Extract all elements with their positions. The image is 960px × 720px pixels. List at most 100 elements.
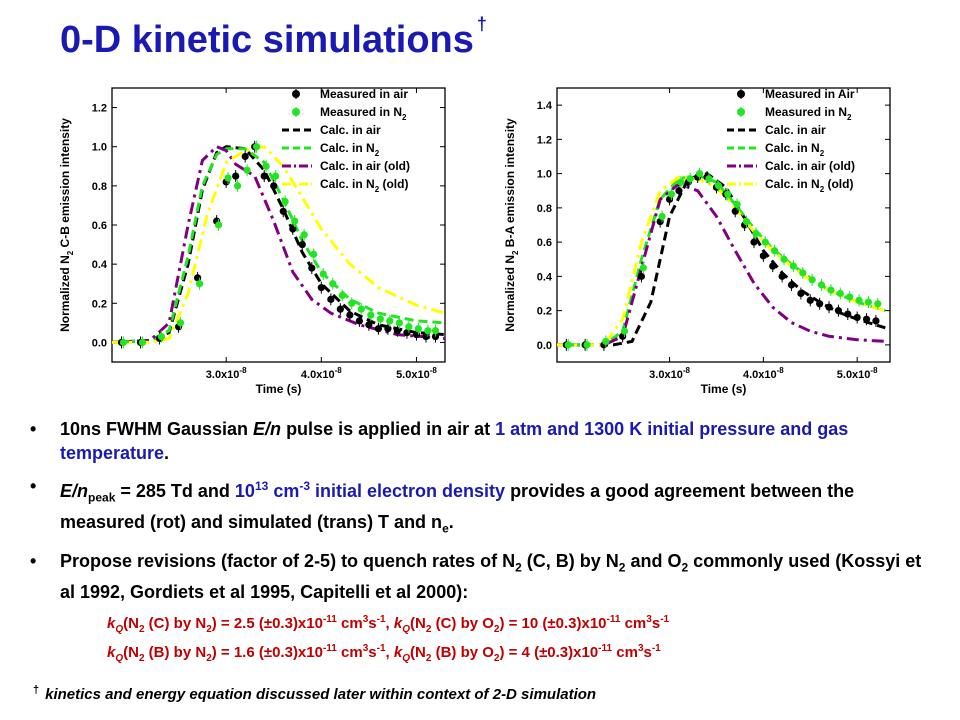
formula-c-state: kQ(N2 (C) by N2) = 2.5 (±0.3)x10-11 cm3s… xyxy=(107,614,669,635)
formula-sup: -1 xyxy=(651,643,661,654)
data-point xyxy=(336,305,344,313)
data-point xyxy=(872,317,880,325)
x-tick-label: 3.0x10-8 xyxy=(206,366,247,381)
legend-label: Measured in N2 xyxy=(765,105,852,122)
highlight-text: 10 xyxy=(234,481,255,501)
legend-label: Calc. in N2 xyxy=(765,141,825,158)
data-point xyxy=(836,289,844,298)
legend-label: Calc. in air (old) xyxy=(765,159,855,173)
formula-text: s xyxy=(368,644,377,661)
data-point xyxy=(386,317,394,325)
data-point xyxy=(405,323,413,331)
formula-text: (B) by O xyxy=(431,644,494,661)
data-point xyxy=(855,296,863,304)
data-point xyxy=(787,281,796,289)
bullet-text: provides a good agreement between the me… xyxy=(60,481,855,532)
bullet-subscript: 2 xyxy=(681,560,689,575)
formula-text: ) = 1.6 (±0.3)x10 xyxy=(211,644,323,661)
y-tick-label: 0.2 xyxy=(92,298,107,310)
legend-label: Calc. in air (old) xyxy=(320,159,410,173)
data-point xyxy=(233,182,242,190)
formula-sub: 2 xyxy=(493,653,500,664)
data-point xyxy=(338,291,346,300)
x-tick-label: 3.0x10-8 xyxy=(649,366,690,381)
footnote-text: kinetics and energy equation discussed l… xyxy=(45,686,597,703)
formula-text: s xyxy=(651,615,661,632)
slide-title: 0-D kinetic simulations † xyxy=(60,14,487,62)
bullet-density: • E/npeak = 285 Td and 1013 cm-3 initial… xyxy=(30,474,935,540)
data-point xyxy=(827,286,835,294)
data-point xyxy=(817,281,826,289)
x-tick-label: 5.0x10-8 xyxy=(396,366,437,381)
data-point xyxy=(752,229,760,238)
legend-marker xyxy=(292,108,300,116)
chart-svg: 0.0 0.2 0.4 0.6 0.8 1.0 1.2 1.4 3.0x10-8 4.0x10-8… xyxy=(503,87,891,396)
data-point xyxy=(874,300,882,308)
data-point xyxy=(862,315,871,323)
legend-label: Calc. in N2 (old) xyxy=(765,177,853,194)
formula-text: , xyxy=(385,615,394,632)
bullet-highlight: 1013 cm-3 initial electron density xyxy=(234,479,506,501)
data-point xyxy=(317,284,325,292)
bullet-subscript: 2 xyxy=(618,560,626,575)
bullet-text: (C, B) by N xyxy=(521,551,619,572)
formula-text: , xyxy=(385,644,394,661)
data-point xyxy=(384,325,392,333)
formula-sup: -11 xyxy=(606,614,621,625)
formula-b-state: kQ(N2 (B) by N2) = 1.6 (±0.3)x10-11 cm3s… xyxy=(107,643,661,664)
x-axis-label: Time (s) xyxy=(701,382,747,396)
data-point xyxy=(329,280,337,288)
y-tick-label: 0.8 xyxy=(92,181,107,193)
bullet-dot: • xyxy=(30,551,37,572)
data-point xyxy=(806,296,814,304)
bullet-text: . xyxy=(448,511,454,532)
formula-sup: -1 xyxy=(376,643,386,654)
plot-area xyxy=(112,140,445,349)
formula-sub: 2 xyxy=(425,653,432,664)
x-tick-label: 5.0x10-8 xyxy=(837,366,878,381)
y-tick-label: 1.2 xyxy=(92,103,107,115)
data-point xyxy=(157,332,166,341)
data-point xyxy=(431,327,440,335)
data-point xyxy=(232,172,240,180)
data-point xyxy=(270,182,278,190)
formula-sub: Q xyxy=(402,624,411,635)
formula-sup: -11 xyxy=(598,643,613,654)
y-tick-label: 0.4 xyxy=(92,259,108,271)
legend-marker xyxy=(737,108,745,116)
data-point xyxy=(253,143,261,151)
highlight-text: initial electron density xyxy=(310,481,506,501)
data-point xyxy=(195,280,204,288)
formula-text: (N xyxy=(410,615,426,632)
data-point xyxy=(310,250,318,258)
slide-title-text: 0-D kinetic simulations xyxy=(60,19,474,61)
formula-text: ) = 4 (±0.3)x10 xyxy=(499,644,599,661)
data-point xyxy=(780,255,788,263)
data-point xyxy=(393,327,402,335)
data-point xyxy=(300,231,308,239)
data-point xyxy=(639,264,647,272)
y-axis-label: Normalized N2 C-B emission intensity xyxy=(58,118,75,332)
formula-sub: Q xyxy=(115,624,124,635)
data-point xyxy=(844,310,852,318)
legend-label: Calc. in air xyxy=(765,123,826,137)
data-point xyxy=(365,321,373,329)
bullet-dot: • xyxy=(30,419,37,439)
data-point xyxy=(864,298,873,306)
formula-text: (C) by O xyxy=(431,615,494,632)
series-line xyxy=(557,171,886,347)
data-point xyxy=(395,319,403,327)
legend-marker xyxy=(292,90,300,98)
formula-sub: Q xyxy=(402,653,411,664)
y-tick-label: 1.0 xyxy=(92,142,107,154)
data-point xyxy=(319,270,327,278)
series-line xyxy=(557,175,886,347)
data-point xyxy=(214,221,223,229)
data-point xyxy=(675,187,683,195)
formula-text: cm xyxy=(612,644,638,661)
bullet-pulse: • 10ns FWHM Gaussian E/n pulse is applie… xyxy=(30,417,935,465)
data-point xyxy=(771,247,779,255)
formula-text: (N xyxy=(410,644,426,661)
data-point xyxy=(298,240,306,249)
legend-label: Calc. in N2 (old) xyxy=(320,177,408,194)
